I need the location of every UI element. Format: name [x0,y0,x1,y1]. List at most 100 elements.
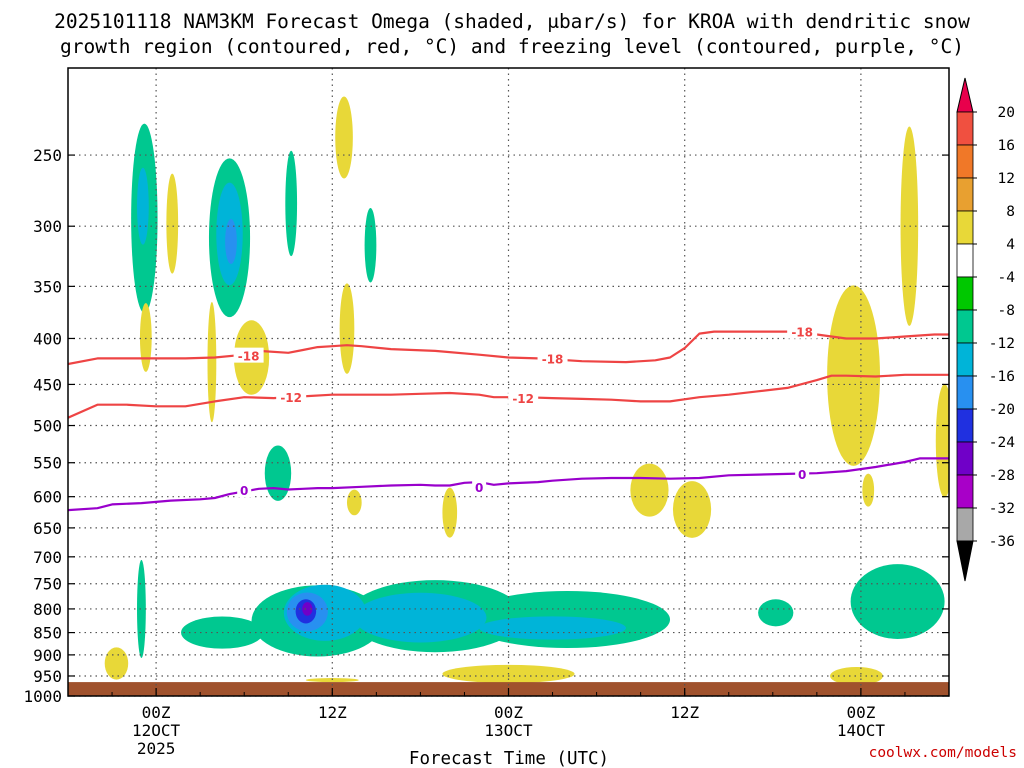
omega-region-16 [630,463,669,517]
x-tick-label-30: 00Z [494,703,523,722]
colorbar-label--36: -36 [989,534,1015,550]
omega-region-15 [442,487,458,538]
y-tick-label-800: 800 [33,600,62,619]
omega-region-2 [166,173,179,274]
omega-region-6 [225,218,237,265]
colorbar-label-4: 4 [1006,237,1015,253]
y-tick-label-700: 700 [33,548,62,567]
omega-region-30 [354,592,487,643]
omega-region-14 [346,489,362,516]
y-tick-label-600: 600 [33,488,62,507]
contour-label-1-0: -12 [280,391,302,405]
x-tick-date-6: 12OCT [132,721,181,740]
contour-label-bg [237,482,252,498]
colorbar-segment [956,144,974,179]
temperature-contours: -18 -18 -18 -12 -12 0 0 0 [68,323,949,512]
chart-title-line-1: 2025101118 NAM3KM Forecast Omega (shaded… [54,10,970,33]
colorbar-segment [956,243,974,278]
omega-region-17 [672,481,712,538]
omega-region-3 [139,303,152,372]
contour-label-bg [508,390,539,406]
colorbar-label--4: -4 [998,270,1016,286]
colorbar-label--20: -20 [989,402,1015,418]
contour-label-bg [472,478,487,494]
y-tick-label-350: 350 [33,277,62,296]
y-tick-label-1000: 1000 [23,687,62,706]
omega-region-21 [862,473,875,507]
contour-label-0-1: -18 [542,352,564,366]
contour-label-bg [276,389,307,405]
omega-region-31 [479,616,626,640]
y-tick-label-950: 950 [33,667,62,686]
colorbar-label--24: -24 [989,435,1015,451]
colorbar: 20 16 12 8 4 -4 -8 -12 -16 -20 -24 -28 -32 -36 [956,77,1016,582]
chart-title-line-2: growth region (contoured, red, °C) and f… [60,35,964,58]
x-axis-label: Forecast Time (UTC) [409,749,609,768]
contour-label-bg [787,323,818,339]
y-axis: 250 300 350 400 450 500 550 600 650 700 750 800 850 9… [23,146,949,706]
colorbar-segment [956,210,974,245]
colorbar-label-8: 8 [1006,204,1015,220]
contour-label-bg [795,465,810,481]
omega-region-38 [305,678,359,683]
y-tick-label-900: 900 [33,646,62,665]
y-tick-label-650: 650 [33,519,62,538]
colorbar-segment [956,408,974,443]
omega-region-35 [104,647,129,680]
colorbar-bottom-arrow [956,540,974,582]
credit-text: coolwx.com/models [869,745,1017,761]
contour-label-1-1: -12 [512,392,534,406]
y-tick-label-400: 400 [33,329,62,348]
y-tick-label-550: 550 [33,454,62,473]
omega-region-20 [935,384,949,498]
x-tick-label-18: 12Z [318,703,347,722]
colorbar-segment [956,441,974,476]
omega-region-8 [364,207,377,283]
colorbar-label--12: -12 [989,336,1015,352]
x-tick-year-6: 2025 [137,739,176,758]
y-tick-label-300: 300 [33,217,62,236]
colorbar-label--28: -28 [989,468,1015,484]
y-tick-label-850: 850 [33,624,62,643]
plot-area: -18 -18 -18 -12 -12 0 0 0 [67,67,950,697]
colorbar-label--32: -32 [989,501,1015,517]
colorbar-segment [956,507,974,542]
colorbar-segment [956,309,974,344]
colorbar-label-16: 16 [998,138,1015,154]
x-tick-label-42: 12Z [670,703,699,722]
contour-label-0-2: -18 [791,326,813,340]
x-tick-date-30: 13OCT [484,721,533,740]
y-tick-label-750: 750 [33,575,62,594]
colorbar-label-12: 12 [998,171,1015,187]
omega-region-13 [264,445,292,501]
contour-label-2-2: 0 [798,468,806,482]
omega-region-10 [339,283,355,374]
contour-label-2-1: 0 [475,481,483,495]
omega-region-34 [302,602,313,616]
colorbar-segment [956,276,974,311]
omega-region-19 [900,126,919,326]
omega-region-12 [207,301,217,423]
x-tick-label-6: 00Z [142,703,171,722]
colorbar-segment [956,474,974,509]
omega-region-9 [335,96,353,179]
colorbar-segment [956,375,974,410]
contour-label-2-0: 0 [240,484,248,498]
colorbar-label--16: -16 [989,369,1015,385]
omega-region-26 [137,559,146,658]
colorbar-label-20: 20 [998,105,1015,121]
omega-region-27 [850,564,945,639]
omega-region-37 [830,666,883,686]
x-tick-date-54: 14OCT [837,721,886,740]
colorbar-top-arrow [956,77,974,113]
y-tick-label-500: 500 [33,417,62,436]
colorbar-segment [956,342,974,377]
colorbar-label--8: -8 [998,303,1015,319]
omega-region-28 [758,599,794,627]
colorbar-segment [956,177,974,212]
y-tick-label-450: 450 [33,375,62,394]
omega-region-1 [137,167,149,245]
contour-label-0-0: -18 [238,350,260,364]
